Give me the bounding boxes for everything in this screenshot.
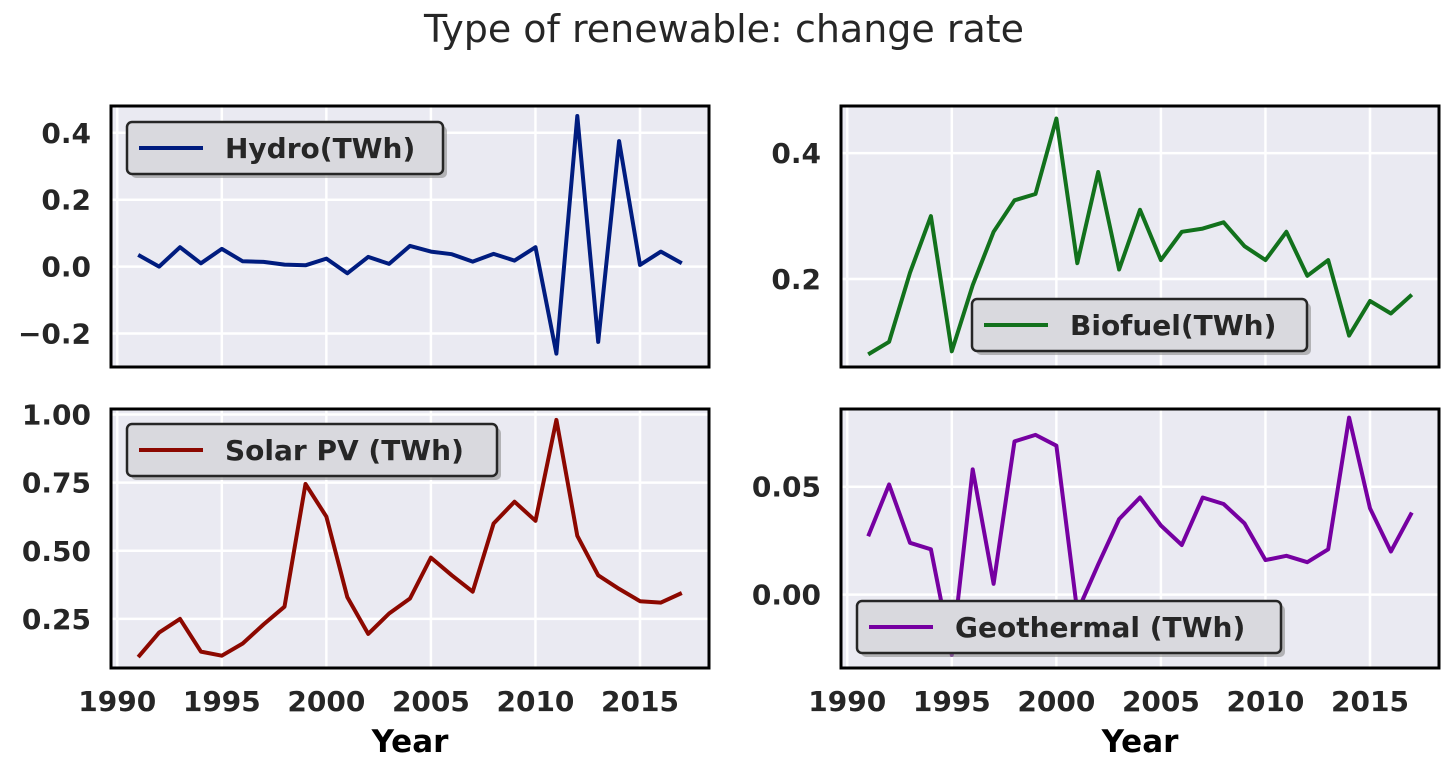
solar-x-tick-label: 2005	[392, 685, 470, 718]
hydro-legend-box	[125, 120, 445, 176]
biofuel-y-tick-label: 0.4	[771, 137, 821, 170]
solar-series-line	[136, 417, 683, 659]
biofuel-series-line	[867, 116, 1414, 357]
solar-x-axis-label: Year	[371, 724, 450, 760]
geothermal-axes-frame	[839, 407, 1441, 670]
solar-y-tick-label: 0.50	[22, 535, 91, 568]
geothermal-x-tick-label: 1990	[808, 685, 886, 718]
biofuel-chart: 0.2 0.4 Biofuel(TWh)	[771, 104, 1441, 369]
hydro-legend: Hydro(TWh)	[125, 120, 447, 178]
solar-x-tick-label: 2000	[287, 685, 365, 718]
solar-chart: 0.25 0.50 0.75 1.00 1990 1995 2000 2005 2010 2015…	[22, 398, 711, 760]
solar-x-tick-label: 1990	[78, 685, 156, 718]
hydro-chart: −0.2 0.0 0.2 0.4 Hydro(TWh)	[18, 104, 711, 369]
solar-axes-frame	[109, 407, 711, 670]
hydro-y-tick-label: 0.0	[41, 251, 91, 284]
biofuel-y-tick-label: 0.2	[771, 263, 821, 296]
solar-y-tick-label: 1.00	[22, 398, 91, 431]
solar-legend: Solar PV (TWh)	[125, 422, 501, 480]
geothermal-x-tick-label: 2015	[1331, 685, 1409, 718]
solar-y-tick-label: 0.75	[22, 467, 91, 500]
geothermal-chart: 0.00 0.05 1990 1995 2000 2005 2010 2015 Year Geot…	[752, 407, 1441, 760]
hydro-axes-frame	[109, 104, 711, 369]
hydro-legend-label: Hydro(TWh)	[225, 132, 415, 165]
geothermal-x-tick-label: 2010	[1226, 685, 1304, 718]
geothermal-series-line	[866, 415, 1414, 657]
solar-x-tick-label: 2010	[496, 685, 574, 718]
geothermal-x-tick-label: 2000	[1017, 685, 1095, 718]
solar-legend-label: Solar PV (TWh)	[225, 434, 464, 467]
hydro-series-line	[137, 114, 683, 356]
solar-x-tick-label: 1995	[183, 685, 261, 718]
biofuel-legend-box	[970, 297, 1309, 353]
biofuel-axes-frame	[839, 104, 1441, 369]
geothermal-legend-label: Geothermal (TWh)	[955, 611, 1245, 644]
geothermal-x-tick-label: 2005	[1122, 685, 1200, 718]
figure-title: Type of renewable: change rate	[423, 7, 1024, 51]
geothermal-legend-box	[855, 599, 1283, 655]
geothermal-legend: Geothermal (TWh)	[855, 599, 1285, 657]
biofuel-legend-label: Biofuel(TWh)	[1070, 309, 1276, 342]
hydro-y-tick-label: 0.4	[41, 117, 91, 150]
solar-y-tick-label: 0.25	[22, 603, 91, 636]
geothermal-x-axis-label: Year	[1101, 724, 1180, 760]
biofuel-legend: Biofuel(TWh)	[970, 297, 1311, 355]
geothermal-y-tick-label: 0.00	[752, 579, 821, 612]
geothermal-x-tick-label: 1995	[913, 685, 991, 718]
subplot-grid: −0.2 0.0 0.2 0.4 Hydro(TWh) 0.2 0.4 Biofuel(TWh…	[18, 104, 1441, 760]
hydro-y-tick-label: −0.2	[18, 318, 91, 351]
solar-x-tick-label: 2015	[601, 685, 679, 718]
solar-legend-box	[125, 422, 499, 478]
hydro-y-tick-label: 0.2	[41, 184, 91, 217]
geothermal-y-tick-label: 0.05	[752, 471, 821, 504]
